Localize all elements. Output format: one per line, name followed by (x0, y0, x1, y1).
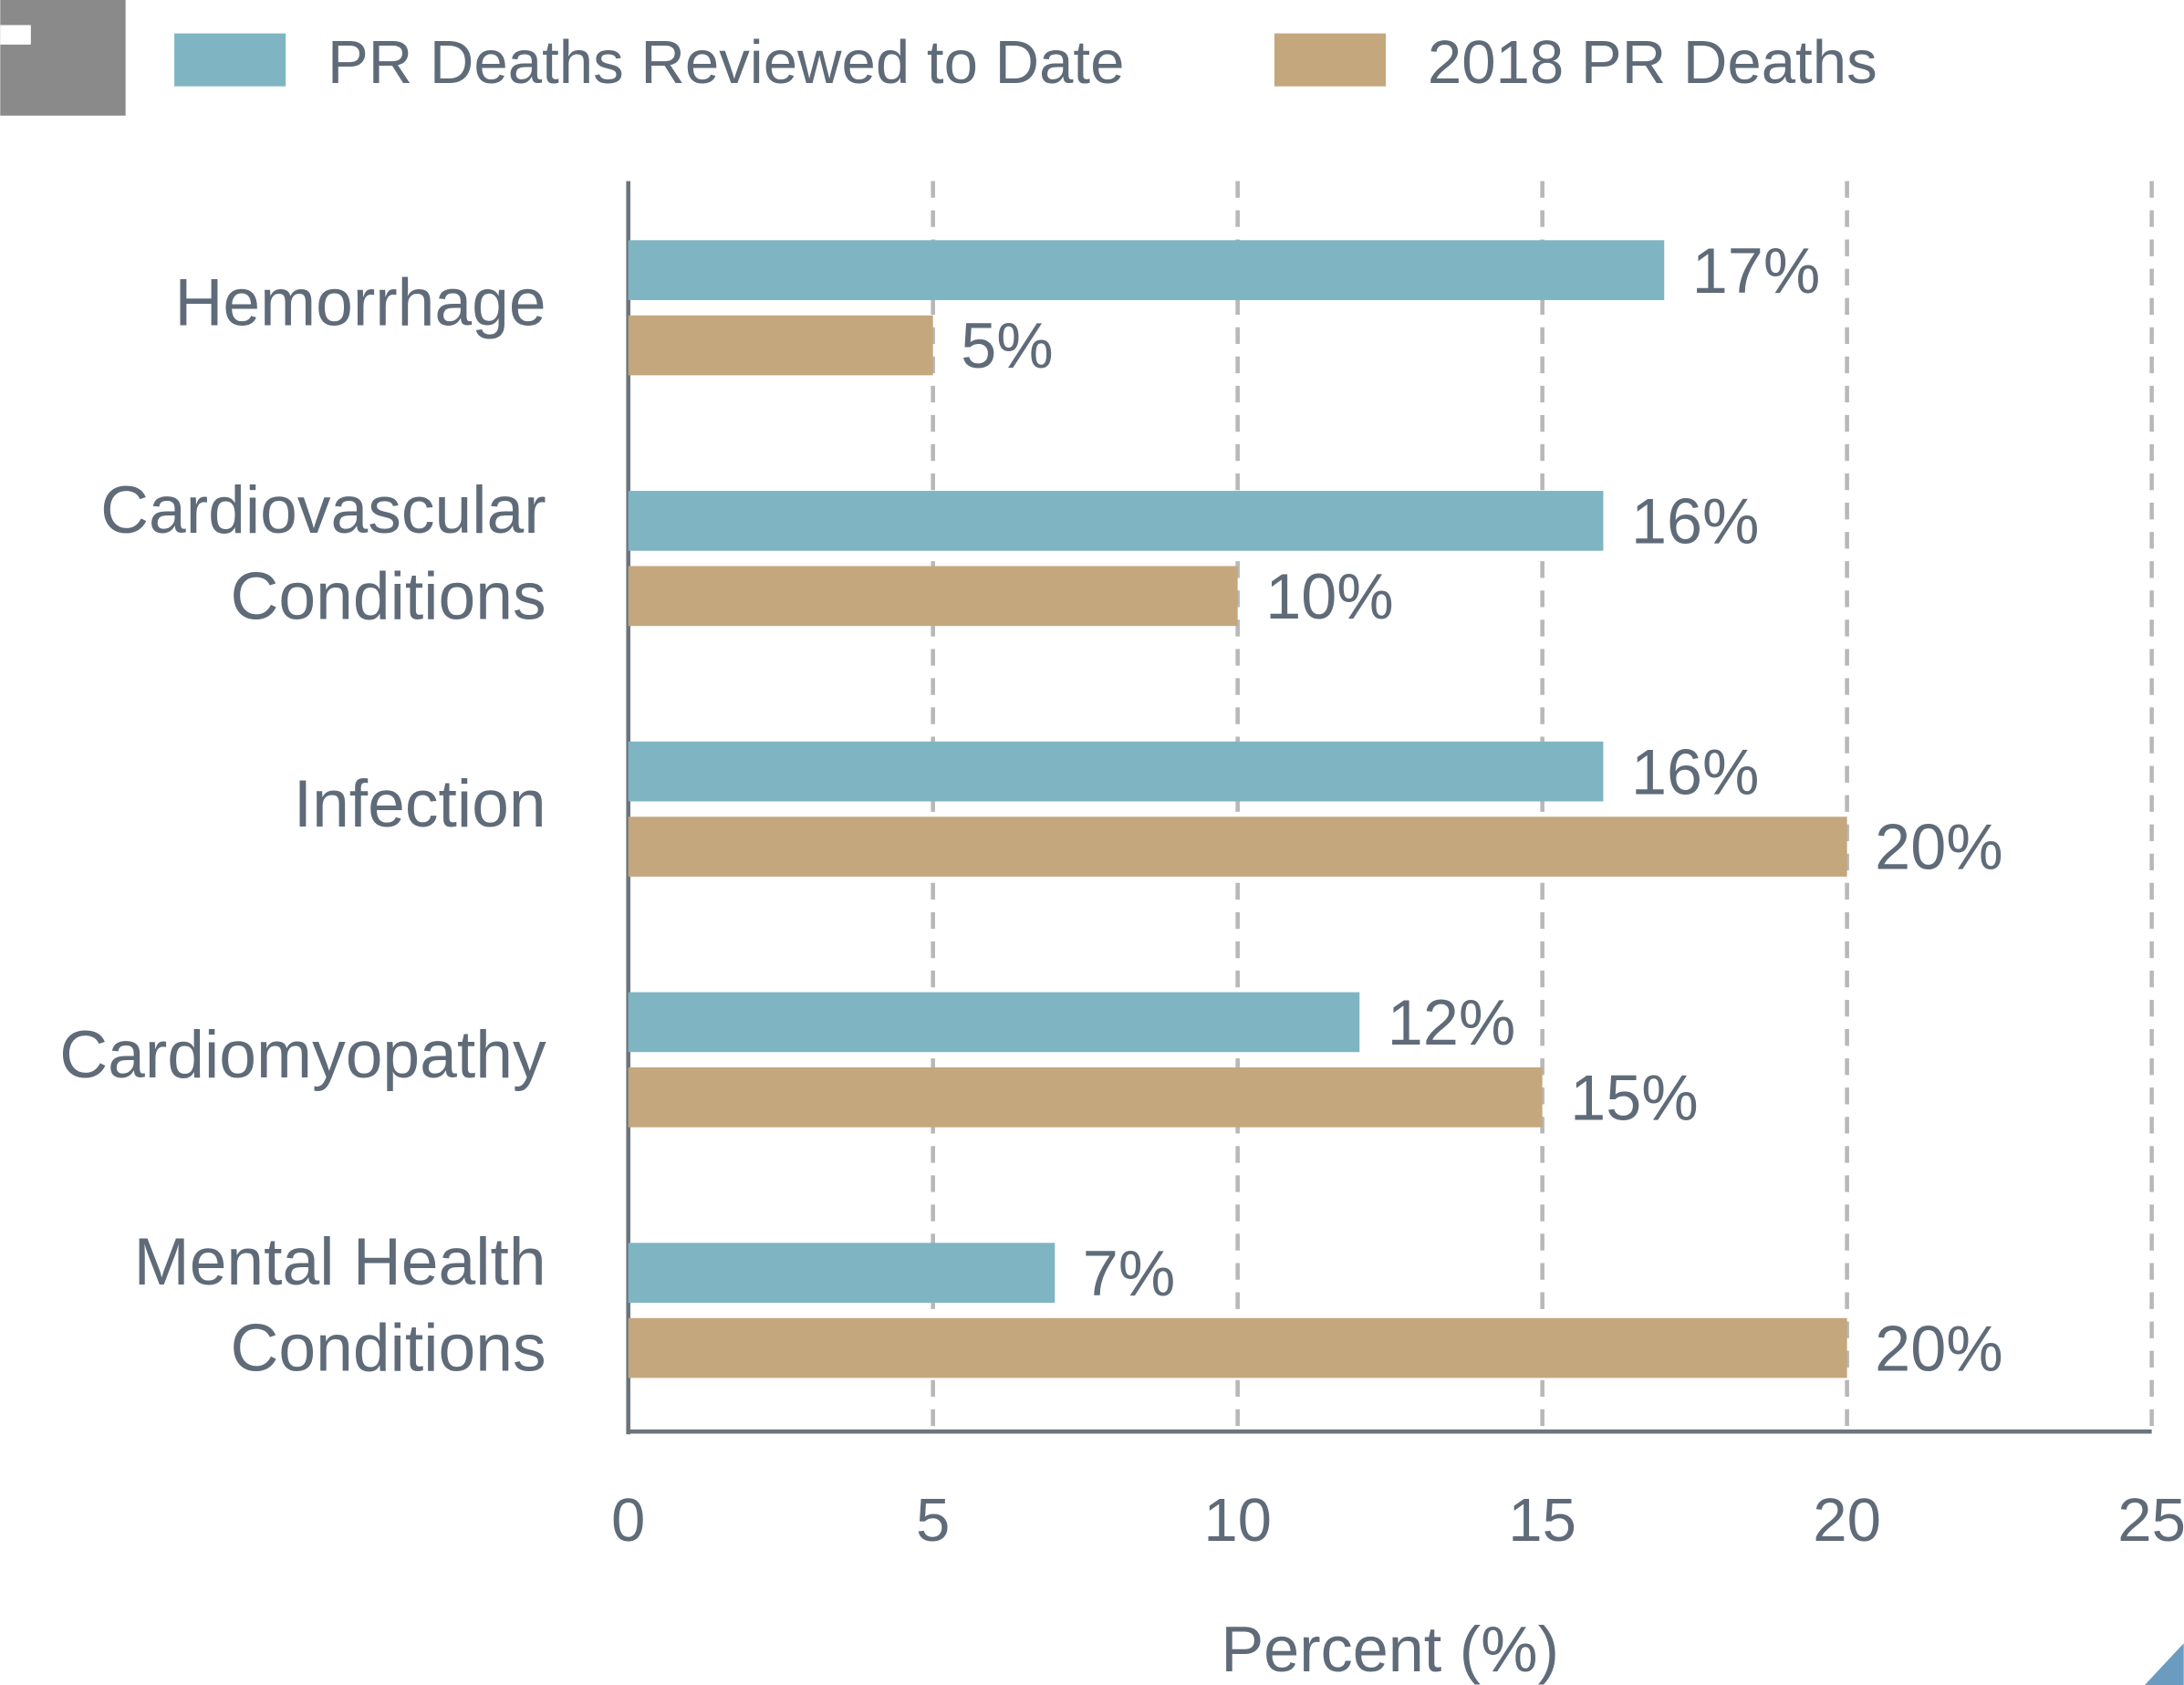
bar (628, 816, 1847, 877)
bar (628, 1067, 1543, 1128)
value-label: 16% (1631, 735, 1760, 807)
x-tick-label: 10 (1203, 1486, 1272, 1555)
y-tick-label: Cardiomyopathy (59, 1017, 546, 1092)
x-tick-label: 0 (611, 1486, 645, 1555)
y-tick-label: Hemorrhage (174, 265, 546, 340)
value-label: 10% (1265, 560, 1394, 632)
value-label: 7% (1083, 1237, 1175, 1309)
value-label: 15% (1570, 1061, 1699, 1133)
x-tick-label: 20 (1813, 1486, 1881, 1555)
x-tick-label: 5 (916, 1486, 950, 1555)
y-tick-label: Mental Health Conditions (134, 1224, 546, 1386)
x-tick-label: 25 (2117, 1486, 2184, 1555)
value-label: 16% (1631, 485, 1760, 557)
value-label: 5% (961, 309, 1053, 381)
value-label: 20% (1875, 1312, 2003, 1384)
x-axis-label: Percent (%) (1221, 1613, 1559, 1685)
legend-label: 2018 PR Deaths (1428, 28, 1877, 97)
bar (628, 1317, 1847, 1378)
legend-swatch (174, 33, 286, 87)
y-tick-label: Cardiovascular Conditions (100, 473, 546, 634)
value-label: 17% (1692, 234, 1821, 307)
value-label: 20% (1875, 811, 2003, 883)
bar (628, 240, 1665, 300)
bar (628, 741, 1604, 802)
corner-notch (0, 25, 31, 45)
bar (628, 992, 1360, 1053)
legend-label: PR Deaths Reviewed to Date (328, 28, 1124, 97)
bar (628, 1243, 1056, 1303)
bar (628, 491, 1604, 551)
value-label: 12% (1388, 986, 1516, 1058)
x-tick-label: 15 (1508, 1486, 1576, 1555)
bar (628, 566, 1238, 627)
corner-triangle (2144, 1643, 2184, 1685)
legend-swatch (1274, 33, 1387, 87)
y-tick-label: Infection (294, 766, 546, 841)
bar (628, 315, 933, 376)
corner-decoration (0, 0, 126, 116)
